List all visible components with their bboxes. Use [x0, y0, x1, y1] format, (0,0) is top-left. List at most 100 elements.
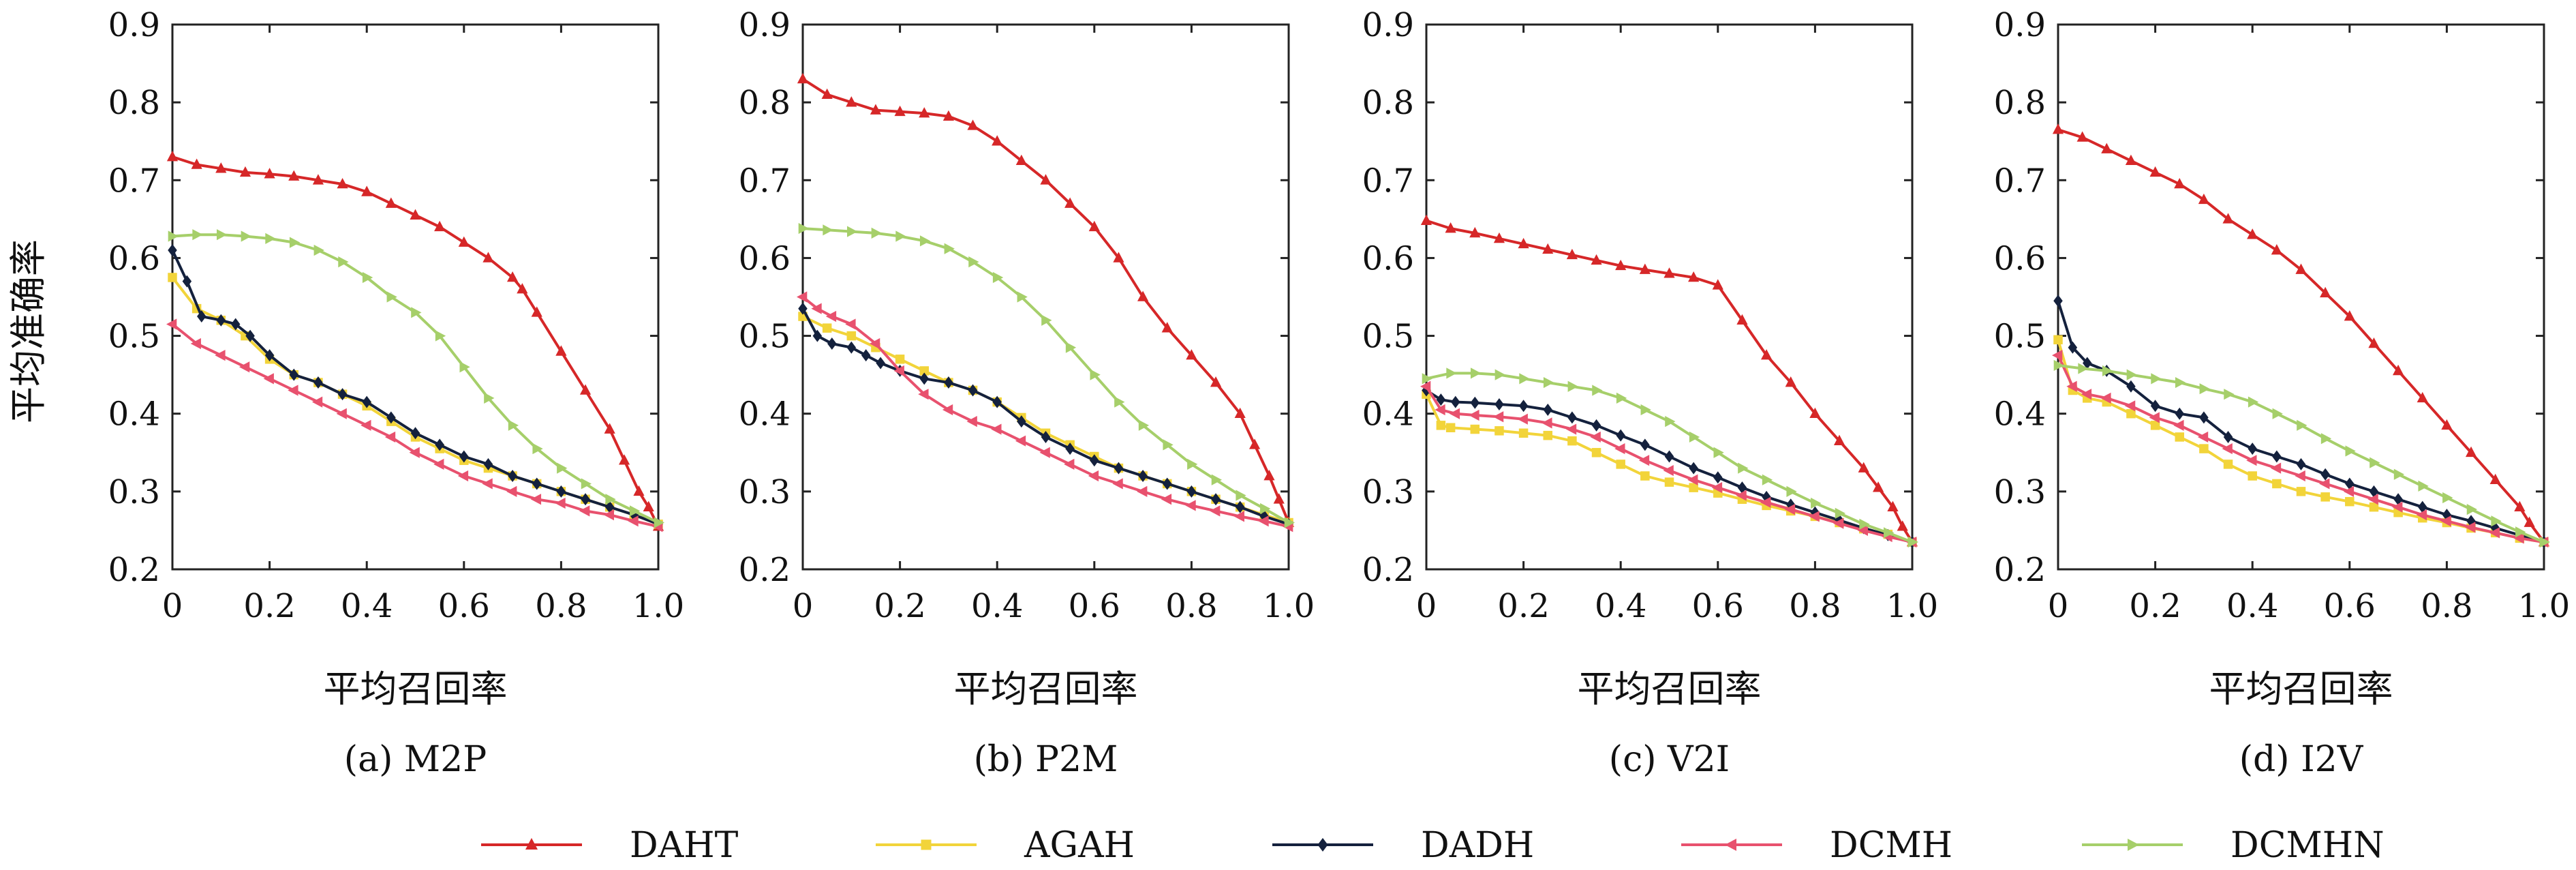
data-point [2272, 408, 2283, 419]
data-point [1689, 483, 1698, 492]
data-point [1113, 252, 1124, 262]
data-point [2083, 357, 2092, 370]
data-point [556, 485, 566, 498]
data-point [919, 235, 931, 247]
x-tick-label: 0 [2048, 587, 2069, 625]
legend-item-daht: DAHT [481, 825, 739, 866]
data-point [827, 337, 837, 350]
x-tick-label: 0 [162, 587, 183, 625]
data-point [1064, 458, 1075, 470]
data-point [2150, 421, 2160, 430]
data-point [2320, 286, 2331, 298]
data-point [2052, 350, 2063, 361]
x-axis-label: 平均召回率 [1578, 668, 1762, 710]
data-point [1737, 481, 1747, 494]
data-point [1436, 421, 1446, 430]
data-point [2068, 341, 2078, 354]
legend: DAHT AGAH DADH DCMH DCMHN [481, 825, 2385, 866]
data-point [1897, 520, 1908, 531]
data-point [241, 230, 251, 242]
data-point [2222, 442, 2233, 455]
x-tick-label: 0.6 [2324, 587, 2376, 625]
data-point [1786, 485, 1797, 497]
data-point [1065, 342, 1077, 353]
data-point [2247, 228, 2258, 239]
series-dcmhn [798, 222, 1295, 528]
data-point [847, 226, 858, 237]
data-point [557, 462, 568, 474]
data-point [1639, 263, 1651, 274]
x-tick-label: 1.0 [1886, 587, 1938, 625]
plot-frame [171, 23, 660, 571]
data-point [992, 135, 1003, 146]
data-point [1567, 380, 1578, 392]
data-point [2199, 411, 2209, 424]
series-line [2057, 300, 2545, 544]
data-point [517, 283, 528, 294]
data-point [1640, 471, 1650, 481]
y-tick-label: 0.7 [1994, 162, 2046, 200]
data-point [190, 338, 201, 350]
data-point [1446, 368, 1457, 379]
data-point [311, 396, 323, 408]
data-point [1592, 385, 1603, 396]
data-point [1041, 314, 1052, 326]
data-point [797, 72, 809, 84]
data-point [2295, 263, 2307, 274]
y-tick-label: 0.9 [1994, 6, 2046, 44]
data-point [944, 243, 955, 254]
data-point [434, 220, 446, 232]
data-point [2370, 457, 2380, 468]
data-point [603, 509, 614, 521]
data-point [1469, 409, 1479, 421]
data-point [1565, 423, 1577, 435]
x-tick-label: 0.6 [1692, 587, 1744, 625]
data-point [338, 256, 349, 268]
data-point [2320, 468, 2330, 481]
series-line [1425, 385, 1913, 544]
data-point [1591, 419, 1601, 432]
y-tick-label: 0.8 [1994, 84, 2046, 122]
data-point [1713, 447, 1724, 458]
x-axis-label: 平均召回率 [2209, 668, 2393, 710]
series-line [172, 233, 659, 524]
data-point [1663, 267, 1675, 278]
data-point [2418, 480, 2429, 492]
y-tick-label: 0.4 [739, 395, 791, 434]
data-point [2149, 412, 2160, 423]
data-point [265, 232, 276, 244]
data-point [992, 395, 1002, 408]
data-point [1738, 462, 1749, 474]
data-point [2393, 364, 2404, 376]
data-point [484, 392, 495, 404]
series-daht [166, 151, 664, 531]
x-axis-label: 平均召回率 [954, 668, 1138, 710]
data-point [2491, 515, 2502, 527]
data-point [2199, 444, 2209, 453]
chart-caption: (d) I2V [2239, 739, 2364, 780]
data-point [1567, 411, 1577, 424]
data-point [1137, 290, 1149, 301]
x-tick-label: 0.6 [1069, 587, 1120, 625]
data-point [2539, 536, 2550, 548]
data-point [2052, 123, 2064, 134]
data-point [1185, 500, 1196, 511]
data-point [918, 389, 929, 400]
data-point [893, 365, 904, 377]
series-dcmhn [1422, 368, 1918, 548]
data-point [845, 318, 856, 330]
data-point [507, 271, 519, 282]
data-point [1517, 413, 1528, 425]
x-tick-label: 0.2 [874, 587, 925, 625]
data-point [2248, 396, 2259, 408]
legend-item-agah: AGAH [876, 825, 1135, 866]
data-point [991, 423, 1002, 435]
data-point [2393, 493, 2403, 506]
data-point [968, 384, 978, 397]
data-point [1015, 435, 1026, 447]
data-point [798, 222, 809, 235]
data-point [1451, 395, 1460, 408]
data-point [1688, 271, 1700, 282]
data-point [2367, 494, 2378, 505]
